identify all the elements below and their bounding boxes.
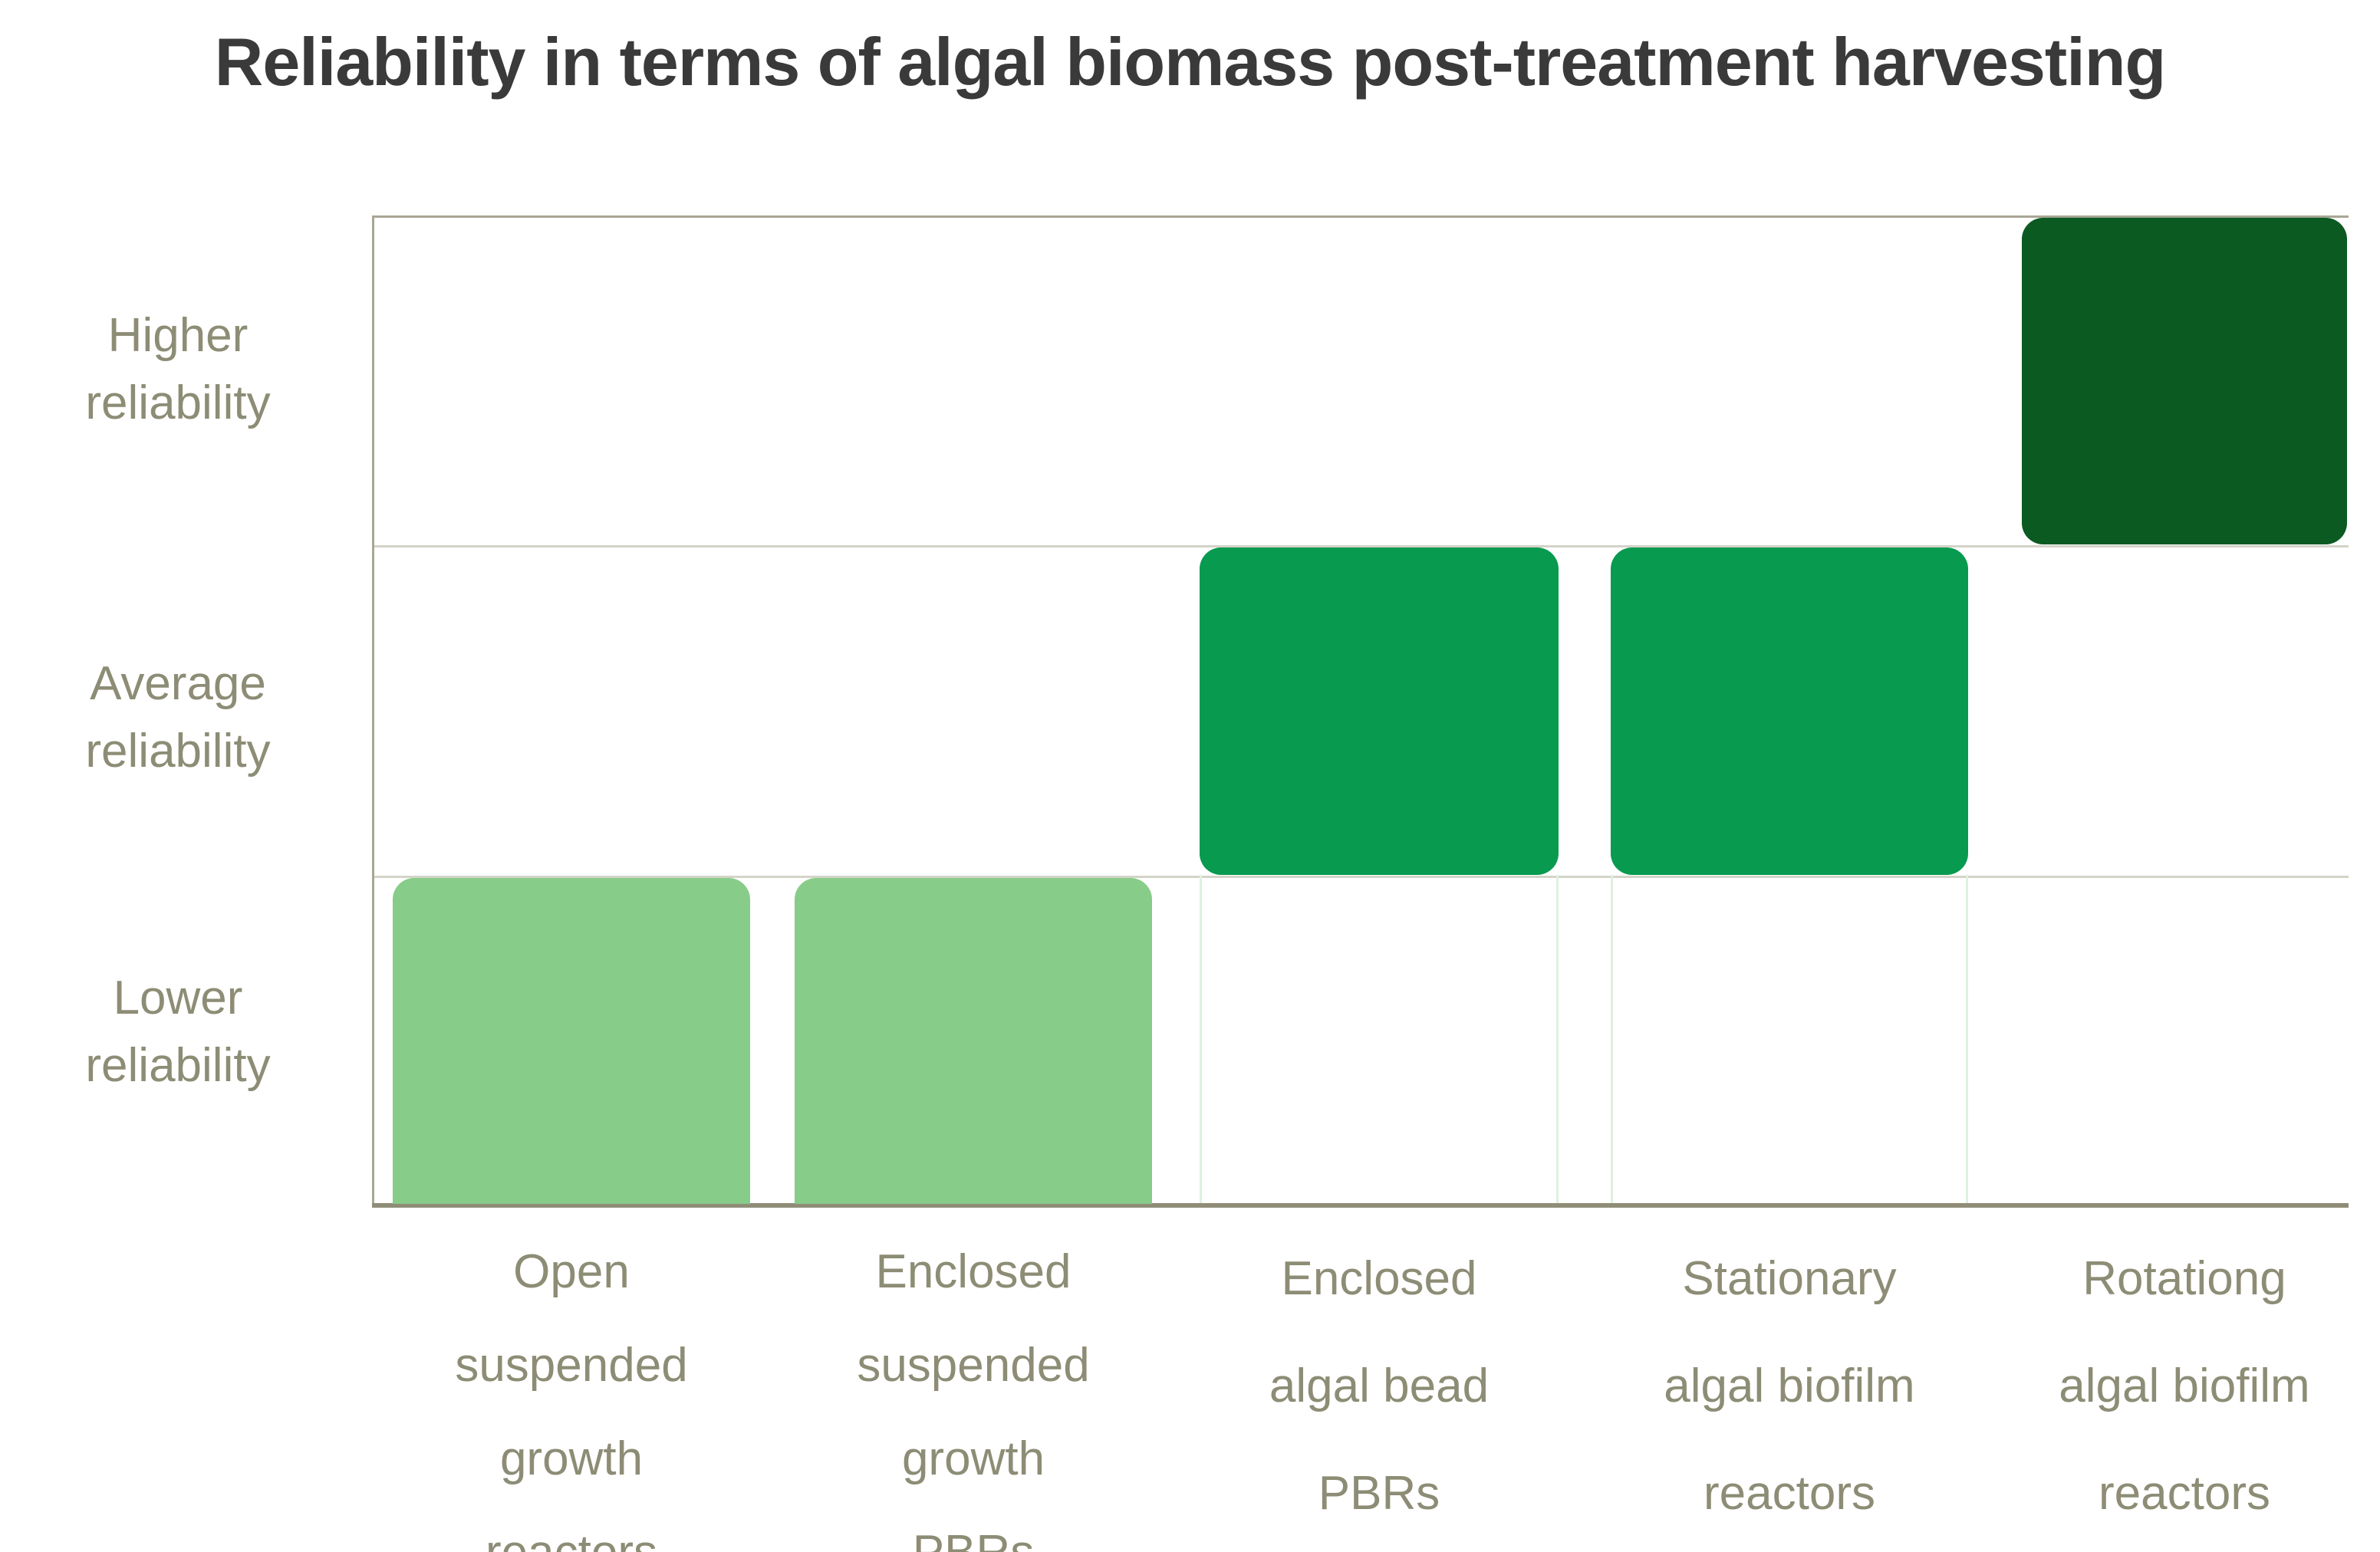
- x-category-label-1: Open suspended growth reactors: [364, 1225, 779, 1552]
- x-category-line: algal bead: [1269, 1360, 1490, 1412]
- x-category-label-5: Rotationg algal biofilm reactors: [1977, 1225, 2380, 1547]
- x-category-line: PBRs: [766, 1506, 1180, 1552]
- y-tick-higher-reliability: Higher reliability: [0, 302, 377, 437]
- y-axis-line: [372, 215, 374, 1208]
- y-tick-line: reliability: [85, 725, 271, 778]
- x-category-line: reactors: [364, 1506, 779, 1552]
- x-category-label-2: Enclosed suspended growth PBRs: [766, 1225, 1180, 1552]
- plot-top-border: [372, 215, 2349, 218]
- y-tick-line: reliability: [85, 1039, 271, 1092]
- x-category-line: Enclosed: [875, 1245, 1071, 1298]
- y-tick-average-reliability: Average reliability: [0, 650, 377, 785]
- bar-enclosed-suspended-growth-pbrs: [795, 878, 1152, 1204]
- y-tick-line: Higher: [107, 309, 249, 362]
- x-category-line: PBRs: [1318, 1467, 1440, 1520]
- gridline-1: [372, 545, 2349, 547]
- chart-title: Reliability in terms of algal biomass po…: [214, 24, 2166, 100]
- x-category-line: algal biofilm: [2059, 1360, 2310, 1412]
- y-tick-line: reliability: [85, 376, 271, 429]
- bar-edge-guide: [1200, 875, 1202, 1204]
- bar-edge-guide: [1966, 875, 1968, 1204]
- bar-open-suspended-growth-reactors: [393, 878, 750, 1204]
- x-category-line: suspended: [857, 1339, 1090, 1392]
- x-category-label-4: Stationary algal biofilm reactors: [1582, 1225, 1997, 1547]
- bar-edge-guide: [1556, 875, 1559, 1204]
- bar-stationary-algal-biofilm-reactors: [1611, 547, 1968, 875]
- x-category-line: reactors: [1704, 1467, 1875, 1520]
- x-category-line: Open: [513, 1245, 630, 1298]
- x-category-line: Enclosed: [1281, 1252, 1477, 1305]
- x-axis-line: [372, 1203, 2349, 1208]
- bar-rotating-algal-biofilm-reactors: [2022, 218, 2347, 544]
- x-category-label-3: Enclosed algal bead PBRs: [1172, 1225, 1586, 1547]
- x-category-line: suspended: [455, 1339, 688, 1392]
- x-category-line: Stationary: [1682, 1252, 1897, 1305]
- y-tick-line: Average: [90, 657, 266, 710]
- y-tick-line: Lower: [113, 972, 243, 1024]
- x-category-line: growth: [499, 1432, 644, 1485]
- gridline-2: [372, 876, 2349, 878]
- bar-enclosed-algal-bead-pbrs: [1200, 547, 1559, 875]
- y-tick-lower-reliability: Lower reliability: [0, 965, 377, 1100]
- x-category-line: Rotationg: [2082, 1252, 2286, 1305]
- x-category-line: reactors: [2099, 1467, 2270, 1520]
- x-category-line: growth: [901, 1432, 1045, 1485]
- bar-edge-guide: [1611, 875, 1613, 1204]
- x-category-line: algal biofilm: [1664, 1360, 1915, 1412]
